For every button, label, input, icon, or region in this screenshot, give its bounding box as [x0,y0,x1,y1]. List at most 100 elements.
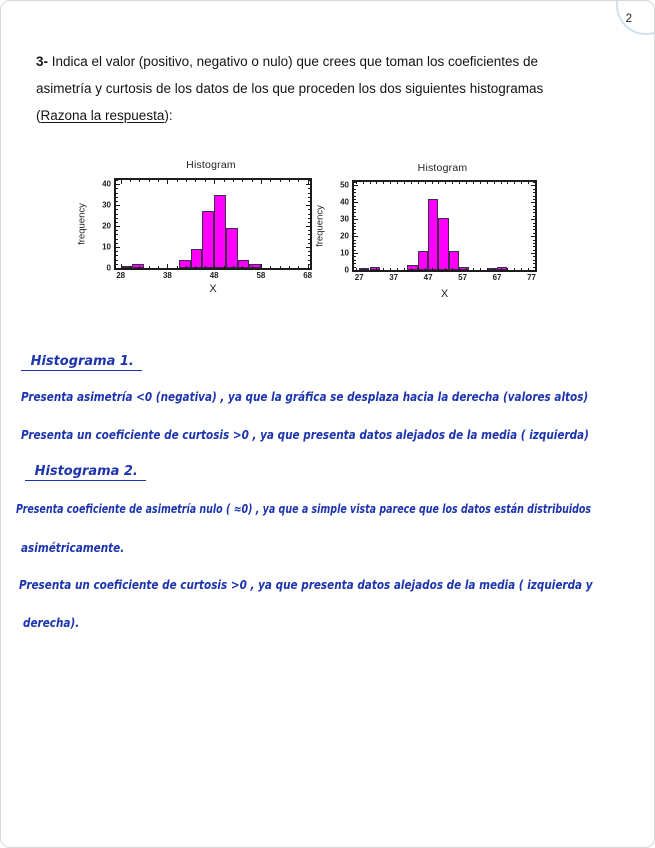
tick-mark [306,205,310,207]
tick-mark [116,221,118,223]
tick-mark [466,182,468,184]
tick-mark [424,182,426,184]
tick-mark [308,209,310,211]
tick-mark [354,202,358,204]
tick-mark [445,268,447,270]
tick-mark [438,268,440,270]
underlined-phrase: Razona la respuesta [40,108,165,123]
chart-title: Histogram [417,162,468,174]
tick-mark [116,259,118,261]
tick-mark [531,202,535,204]
tick-mark [308,255,310,257]
histogram-2: Histogram frequency X 27 37 47 57 67 77 0 10 20 3… [315,151,561,306]
tick-mark [148,180,150,182]
tick-mark [354,256,356,258]
tick-mark [270,180,272,182]
tick-mark [116,205,120,207]
tick-mark [116,238,118,240]
tick-mark [493,182,495,184]
chart-title: Histogram [186,159,236,171]
tick-mark [308,251,310,253]
y-tick-label: 10 [340,248,349,258]
histogram-bar [486,268,498,270]
x-tick-label: 27 [354,273,364,282]
y-tick-label: 30 [340,214,349,224]
answer-heading-histogram-1: Histograma 1. [21,353,142,371]
tick-mark [521,268,523,270]
answer-line: Presenta coeficiente de asimetría nulo (… [16,502,592,516]
tick-mark [308,259,310,261]
tick-mark [308,196,310,198]
tick-mark [308,242,310,244]
tick-mark [403,182,405,184]
tick-mark [528,182,530,184]
tick-mark [354,215,356,217]
tick-mark [354,246,356,248]
tick-mark [507,182,509,184]
tick-mark [116,268,120,269]
y-tick-label: 40 [102,179,111,189]
x-tick-label: 37 [389,273,399,282]
tick-mark [397,182,399,184]
tick-mark [270,266,272,268]
tick-mark [308,234,310,236]
tick-mark [390,268,392,270]
tick-mark [533,246,535,248]
tick-mark [486,268,488,270]
tick-mark [116,184,120,186]
tick-mark [242,180,244,182]
tick-mark [223,180,225,182]
tick-mark [531,185,535,187]
tick-mark [521,182,523,184]
x-tick-label: 58 [256,271,266,280]
tick-mark [306,268,310,269]
tick-mark [167,180,169,184]
histogram-bar [407,264,418,270]
tick-mark [116,234,118,236]
tick-mark [242,266,244,268]
histogram-bar [438,217,449,270]
histogram-bar [202,211,215,268]
tick-mark [116,200,118,202]
tick-mark [531,270,535,271]
tick-mark [452,182,454,184]
tick-mark [354,232,356,234]
tick-mark [417,182,419,184]
tick-mark [308,213,310,215]
histogram-1: Histogram frequency X 28 38 48 58 68 0 10 20 30 4… [77,154,326,304]
tick-mark [410,182,412,184]
tick-mark [459,268,461,270]
tick-mark [533,249,535,251]
tick-mark [533,222,535,224]
tick-mark [116,217,118,219]
tick-mark [507,268,509,270]
tick-mark [308,188,310,190]
tick-mark [116,180,118,181]
x-tick-label: 68 [303,271,313,280]
tick-mark [120,180,122,184]
plot-area: frequency X 27 37 47 57 67 77 0 10 20 30 40 50 [315,180,537,300]
tick-mark [533,256,535,258]
tick-mark [232,266,234,268]
y-tick-label: 20 [340,231,349,241]
tick-mark [354,195,356,197]
tick-mark [514,268,516,270]
tick-mark [459,182,461,184]
tick-mark [533,263,535,265]
tick-mark [116,230,118,232]
tick-mark [158,180,160,182]
tick-mark [531,253,535,255]
answer-line: Presenta un coeficiente de curtosis >0 ,… [21,428,589,442]
histogram-bar [214,194,226,268]
question-text: 3- Indica el valor (positivo, negativo o… [36,48,621,129]
answer-line: derecha). [23,616,80,630]
tick-mark [308,180,310,181]
tick-mark [535,182,536,184]
tick-mark [369,268,371,270]
tick-mark [533,195,535,197]
plot-area: frequency X 28 38 48 58 68 0 10 20 30 40 [77,178,312,295]
question-line-2: asimetría y curtosis de los datos de los… [36,81,544,96]
tick-mark [354,222,356,224]
question-number: 3- [36,54,49,69]
y-tick-label: 0 [106,263,111,273]
